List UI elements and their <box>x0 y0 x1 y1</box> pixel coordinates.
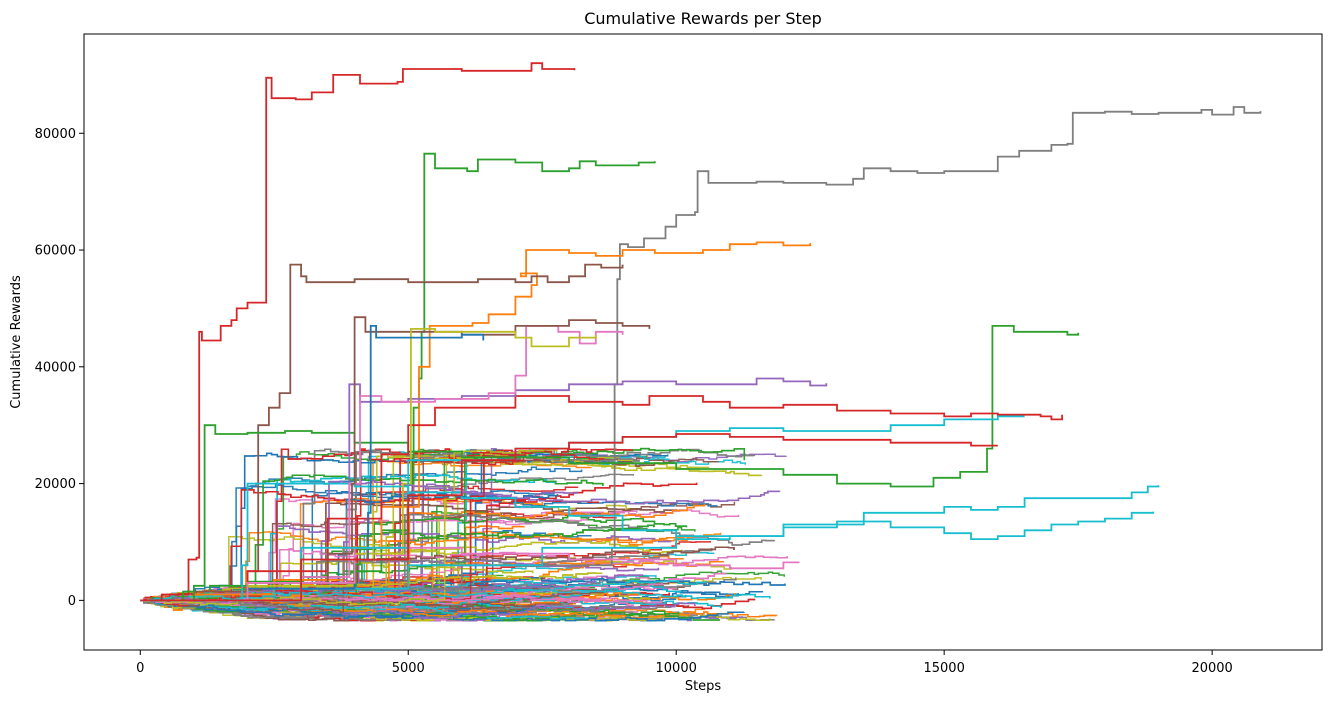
run-line <box>140 449 640 608</box>
series-line <box>140 62 576 602</box>
plot-area <box>140 62 1262 622</box>
run-line <box>140 447 746 602</box>
run-line <box>140 549 788 616</box>
y-tick-label: 40000 <box>35 360 76 375</box>
run-line <box>140 535 732 605</box>
x-tick-label: 5000 <box>392 661 425 676</box>
series-line <box>140 485 1160 602</box>
run-line <box>140 448 633 607</box>
y-tick-label: 0 <box>68 594 76 609</box>
run-line <box>140 597 696 620</box>
series-line <box>140 325 1080 602</box>
x-tick-label: 0 <box>136 661 144 676</box>
series-line <box>140 415 1025 602</box>
y-tick-label: 60000 <box>35 244 76 259</box>
series-line <box>140 433 998 602</box>
run-line <box>140 533 692 603</box>
series-line <box>140 395 1063 602</box>
plot-frame <box>83 33 1323 651</box>
y-tick-label: 80000 <box>35 127 76 142</box>
series-line <box>140 106 1262 602</box>
x-tick-label: 20000 <box>1191 661 1232 676</box>
series-line <box>140 325 624 602</box>
run-line <box>140 599 588 620</box>
x-axis: 0 5000 10000 15000 20000 <box>136 650 1233 676</box>
y-axis: 0 20000 40000 60000 80000 <box>35 127 84 609</box>
x-axis-label: Steps <box>685 679 722 694</box>
run-line <box>140 580 707 602</box>
run-line <box>140 448 558 606</box>
x-tick-label: 10000 <box>656 661 697 676</box>
series-line <box>140 241 812 602</box>
series-line <box>140 263 624 602</box>
y-axis-label: Cumulative Rewards <box>9 275 24 409</box>
x-tick-label: 15000 <box>923 661 964 676</box>
chart-title: Cumulative Rewards per Step <box>584 9 822 28</box>
y-tick-label: 20000 <box>35 477 76 492</box>
